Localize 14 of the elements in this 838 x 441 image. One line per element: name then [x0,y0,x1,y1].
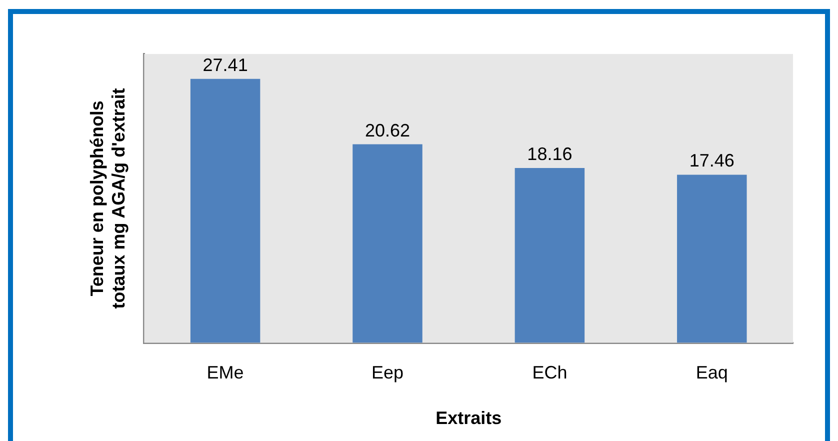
y-axis-title: Teneur en polyphénols totaux mg AGA/g d'extrait [86,88,128,309]
x-tick-label: ECh [532,362,568,383]
x-axis-title: Extraits [436,408,502,428]
data-label: 18.16 [527,144,572,164]
bar [677,174,747,343]
x-tick-label: Eep [371,362,404,383]
bar [514,168,585,343]
x-tick-label: Eaq [696,362,728,383]
bar [190,78,260,343]
data-label: 27.41 [202,54,248,75]
data-label: 20.62 [364,120,410,140]
data-label: 17.46 [689,150,734,171]
x-tick-label: EMe [206,362,244,383]
bar [352,144,422,343]
